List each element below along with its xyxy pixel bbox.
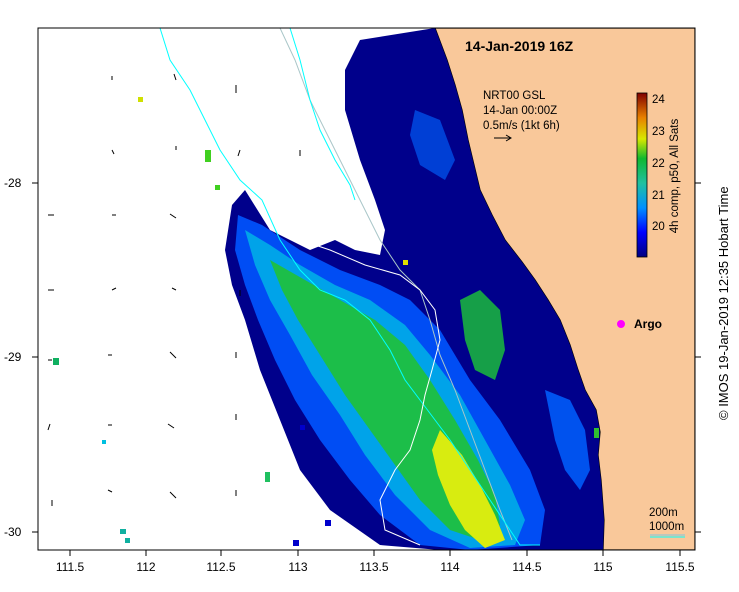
- y-tick-label: -29: [4, 350, 22, 364]
- colorbar-tick: 21: [652, 190, 665, 202]
- sst-coastal-blue: [545, 390, 590, 490]
- colorbar-tick: 23: [652, 126, 665, 138]
- colorbar: [636, 92, 648, 258]
- x-tick-label: 112: [136, 560, 156, 574]
- axis-ticks: [32, 182, 701, 556]
- colorbar-tick: 20: [652, 221, 665, 233]
- scale-label-200: 200m: [649, 507, 678, 519]
- arrow-info-block: NRT00 GSL 14-Jan 00:00Z 0.5m/s (1kt 6h): [483, 89, 560, 134]
- arrow-info-line1: NRT00 GSL: [483, 90, 546, 102]
- arrow-legend-head-icon: [505, 134, 512, 142]
- sst-offshore-patch: [410, 110, 455, 180]
- x-tick-label: 113.5: [359, 560, 389, 574]
- sst-scatter-pixels: [53, 97, 599, 546]
- arrow-info-line2: 14-Jan 00:00Z: [483, 105, 558, 117]
- y-tick-label: -28: [4, 176, 22, 190]
- x-tick-label: 113: [288, 560, 308, 574]
- x-tick-label: 114.5: [512, 560, 542, 574]
- colorbar-tick: 22: [652, 158, 665, 170]
- argo-marker-icon: [617, 320, 625, 328]
- credit-text: © IMOS 19-Jan-2019 12:35 Hobart Time: [716, 186, 731, 420]
- x-tick-label: 111.5: [55, 560, 85, 574]
- map-frame: [37, 27, 696, 551]
- scale-label-1000: 1000m: [649, 521, 685, 533]
- map-date-title: 14-Jan-2019 16Z: [465, 38, 574, 54]
- arrow-info-line3: 0.5m/s (1kt 6h): [483, 120, 560, 132]
- colorbar-title: 4h comp, p50, All Sats: [669, 118, 681, 234]
- sst-field-yellow: [432, 430, 505, 548]
- sst-inner-green: [460, 290, 505, 380]
- bathy-1000m-2: [289, 28, 356, 201]
- x-tick-label: 115: [593, 560, 613, 574]
- y-tick-label: -30: [4, 525, 22, 539]
- current-arrows: [47, 73, 301, 506]
- x-tick-label: 112.5: [206, 560, 236, 574]
- bathy-1000m: [159, 28, 540, 546]
- colorbar-tick: 24: [652, 94, 665, 106]
- argo-label: Argo: [634, 317, 662, 331]
- bathy-200m: [279, 28, 513, 541]
- x-tick-label: 115.5: [665, 560, 695, 574]
- x-tick-label: 114: [440, 560, 460, 574]
- bathy-white-outline: [299, 239, 441, 546]
